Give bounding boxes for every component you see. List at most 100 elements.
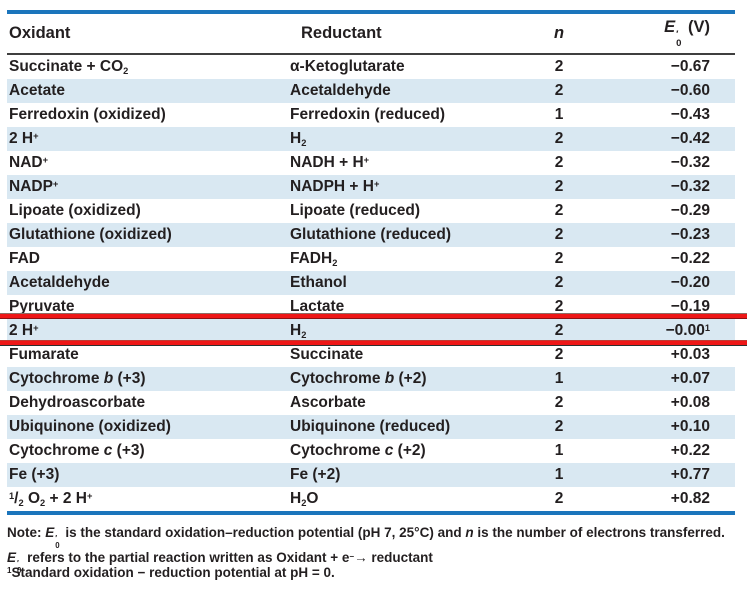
n-cell: 2 <box>554 178 564 195</box>
table-row: Ubiquinone (oxidized) Ubiquinone (reduced… <box>7 415 735 439</box>
reductant-cell: FADH2 <box>290 250 338 268</box>
reductant-cell: Ascorbate <box>290 394 366 411</box>
n-cell: 2 <box>554 82 564 99</box>
reductant-cell: H2 <box>290 322 307 340</box>
oxidant-cell: Acetate <box>9 82 65 99</box>
reductant-cell: Succinate <box>290 346 364 363</box>
e-cell: −0.43 <box>670 106 710 123</box>
reductant-cell: Cytochrome b (+2) <box>290 370 427 387</box>
reductant-cell: NADPH + H+ <box>290 178 380 195</box>
n-cell: 2 <box>554 154 564 171</box>
e-cell: −0.19 <box>670 298 710 315</box>
table-row: Pyruvate Lactate 2 −0.19 <box>7 295 735 319</box>
oxidant-cell: Dehydroascorbate <box>9 394 146 411</box>
n-cell: 2 <box>554 274 564 291</box>
e-cell: −0.67 <box>670 58 710 75</box>
table-row: Cytochrome b (+3) Cytochrome b (+2) 1 +0.07 <box>7 367 735 391</box>
table-body: Succinate + CO2 α-Ketoglutarate 2 −0.67 Acet… <box>7 55 735 511</box>
e-cell: +0.07 <box>670 370 710 387</box>
e-cell: +0.77 <box>670 466 710 483</box>
e-cell: −0.42 <box>670 130 710 147</box>
oxidant-cell: NAD+ <box>9 154 49 171</box>
table-row: NADP+ NADPH + H+ 2 −0.32 <box>7 175 735 199</box>
table-footnote: 1Standard oxidation − reduction potentia… <box>7 565 335 580</box>
table-bottom-rule <box>7 511 735 515</box>
header-oxidant: Oxidant <box>9 23 71 42</box>
n-cell: 2 <box>554 250 564 267</box>
table-row: Acetate Acetaldehyde 2 −0.60 <box>7 79 735 103</box>
reductant-cell: Lipoate (reduced) <box>290 202 421 219</box>
n-cell: 2 <box>554 346 564 363</box>
table-row: FAD FADH2 2 −0.22 <box>7 247 735 271</box>
table-row: Fe (+3) Fe (+2) 1 +0.77 <box>7 463 735 487</box>
table-row: Ferredoxin (oxidized) Ferredoxin (reduced… <box>7 103 735 127</box>
e-cell: −0.22 <box>670 250 710 267</box>
oxidant-cell: Succinate + CO2 <box>9 58 129 76</box>
oxidant-cell: Ubiquinone (oxidized) <box>9 418 171 435</box>
reductant-cell: Fe (+2) <box>290 466 341 483</box>
e-cell: −0.32 <box>670 178 710 195</box>
header-e: E ′ 0 (V) <box>664 18 710 49</box>
oxidant-cell: Cytochrome b (+3) <box>9 370 146 387</box>
n-cell: 1 <box>554 442 564 459</box>
reductant-cell: Ethanol <box>290 274 347 291</box>
oxidant-cell: Cytochrome c (+3) <box>9 442 145 459</box>
n-cell: 1 <box>554 370 564 387</box>
oxidant-cell: 2 H+ <box>9 130 39 147</box>
oxidant-cell: Pyruvate <box>9 298 75 315</box>
n-cell: 2 <box>554 58 564 75</box>
reductant-cell: Acetaldehyde <box>290 82 391 99</box>
n-cell: 2 <box>554 490 564 507</box>
table-row: Acetaldehyde Ethanol 2 −0.20 <box>7 271 735 295</box>
e-cell: −0.20 <box>670 274 710 291</box>
header-n: n <box>553 23 565 42</box>
n-cell: 2 <box>554 226 564 243</box>
e-cell: +0.10 <box>670 418 710 435</box>
reductant-cell: Cytochrome c (+2) <box>290 442 426 459</box>
header-reductant: Reductant <box>301 23 382 42</box>
e-cell: +0.22 <box>670 442 710 459</box>
n-cell: 1 <box>554 466 564 483</box>
highlight-red-line-bottom <box>0 340 747 346</box>
table-note: Note: E ′ 0 is the standard oxidation–redu… <box>7 525 725 576</box>
table-row: Glutathione (oxidized) Glutathione (reduc… <box>7 223 735 247</box>
oxidant-cell: Acetaldehyde <box>9 274 110 291</box>
oxidant-cell: Glutathione (oxidized) <box>9 226 172 243</box>
table-top-rule <box>7 10 735 14</box>
oxidant-cell: 1/2 O2 + 2 H+ <box>9 490 93 508</box>
oxidant-cell: Fumarate <box>9 346 79 363</box>
n-cell: 2 <box>554 394 564 411</box>
reductant-cell: H2 <box>290 130 307 148</box>
reductant-cell: Lactate <box>290 298 345 315</box>
n-cell: 2 <box>554 418 564 435</box>
n-cell: 2 <box>554 202 564 219</box>
n-cell: 1 <box>554 106 564 123</box>
reductant-cell: Ferredoxin (reduced) <box>290 106 446 123</box>
header-underline-rule <box>7 53 735 55</box>
reductant-cell: H2O <box>290 490 319 508</box>
e-cell: −0.29 <box>670 202 710 219</box>
n-cell: 2 <box>554 298 564 315</box>
table-row: Succinate + CO2 α-Ketoglutarate 2 −0.67 <box>7 55 735 79</box>
table-row: Lipoate (oxidized) Lipoate (reduced) 2 −0.2… <box>7 199 735 223</box>
table-row: 1/2 O2 + 2 H+ H2O 2 +0.82 <box>7 487 735 511</box>
oxidant-cell: Ferredoxin (oxidized) <box>9 106 166 123</box>
oxidant-cell: Lipoate (oxidized) <box>9 202 141 219</box>
reductant-cell: α-Ketoglutarate <box>290 58 405 75</box>
table-row: Cytochrome c (+3) Cytochrome c (+2) 1 +0.22 <box>7 439 735 463</box>
e-cell: +0.03 <box>670 346 710 363</box>
e-cell: −0.23 <box>670 226 710 243</box>
highlight-red-line-top <box>0 313 747 319</box>
e-cell: +0.82 <box>670 490 710 507</box>
table-row: NAD+ NADH + H+ 2 −0.32 <box>7 151 735 175</box>
oxidant-cell: 2 H+ <box>9 322 39 339</box>
oxidant-cell: NADP+ <box>9 178 59 195</box>
table-row: Dehydroascorbate Ascorbate 2 +0.08 <box>7 391 735 415</box>
reductant-cell: Ubiquinone (reduced) <box>290 418 451 435</box>
reductant-cell: NADH + H+ <box>290 154 370 171</box>
table-row: Fumarate Succinate 2 +0.03 <box>7 343 735 367</box>
e-cell: +0.08 <box>670 394 710 411</box>
e-cell: −0.001 <box>665 322 710 339</box>
oxidant-cell: FAD <box>9 250 40 267</box>
